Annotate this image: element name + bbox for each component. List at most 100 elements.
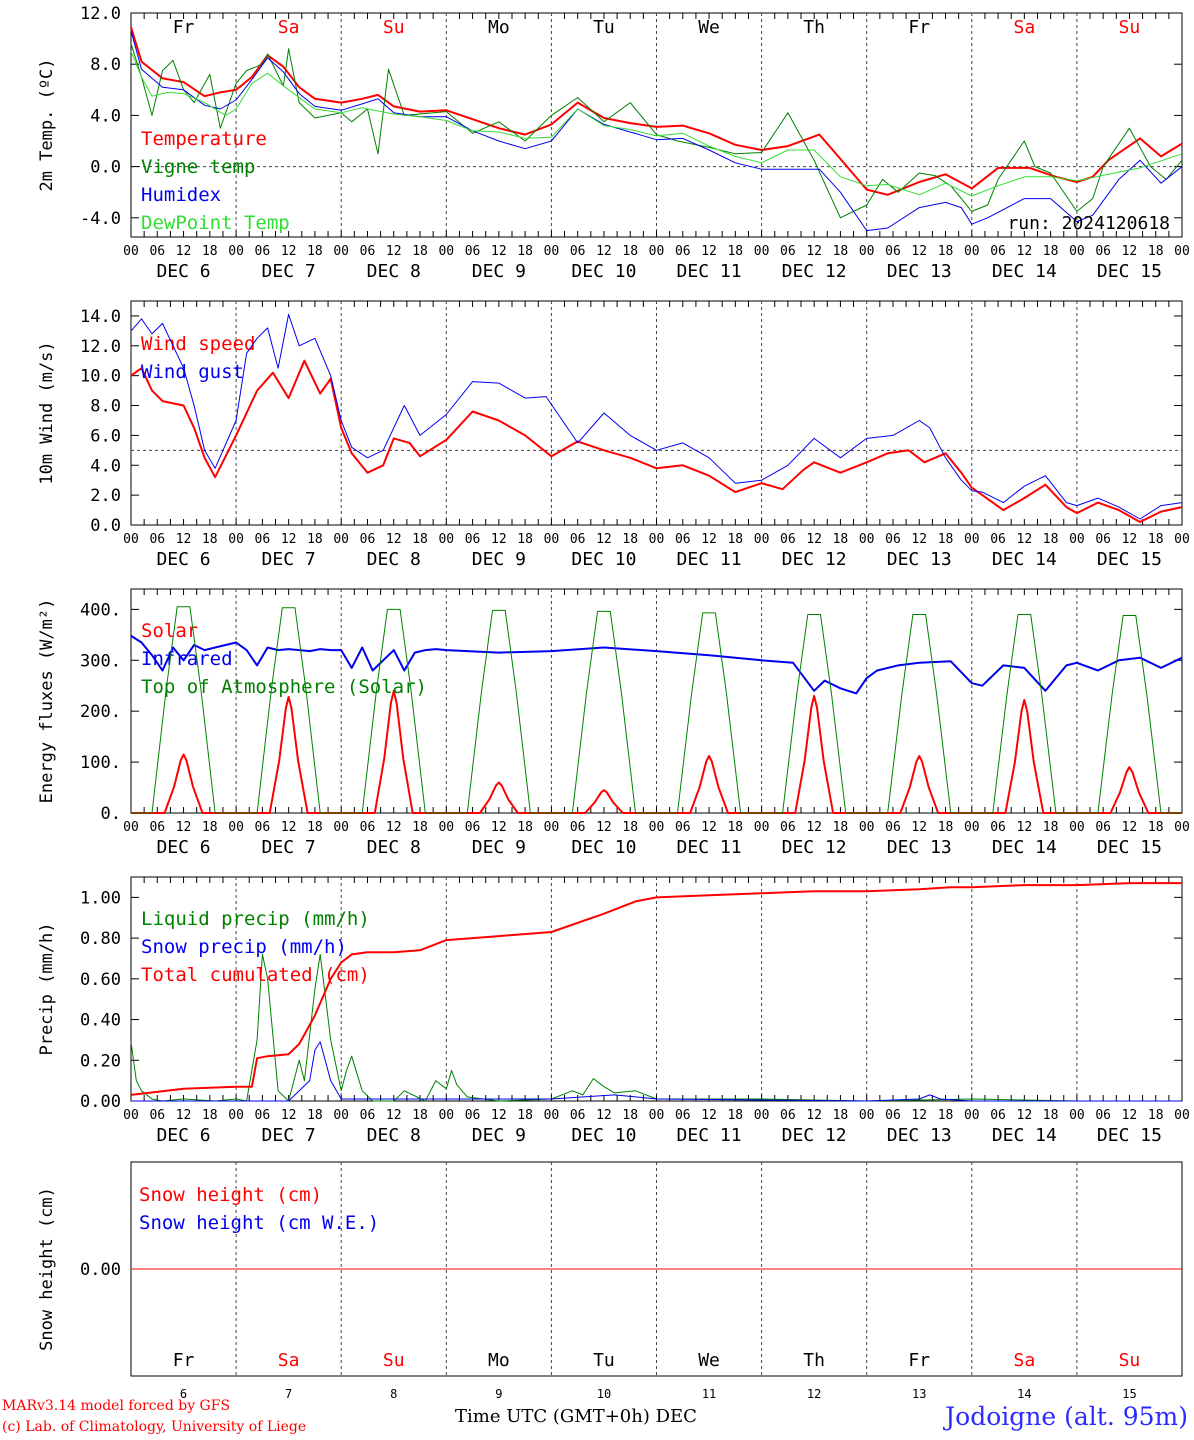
plot-frame bbox=[130, 300, 1183, 526]
hour-tick-label: 00 bbox=[859, 244, 875, 259]
hour-tick-label: 00 bbox=[544, 532, 560, 547]
y-tick-label: 0.80 bbox=[80, 929, 121, 949]
y-tick-label: 100. bbox=[80, 753, 121, 773]
y-axis-title: 10m Wind (m/s) bbox=[37, 341, 57, 484]
y-tick-label: 8.0 bbox=[90, 397, 121, 417]
series-line-2 bbox=[130, 313, 1183, 520]
date-label: DEC 15 bbox=[1097, 1125, 1162, 1146]
hour-tick-label: 06 bbox=[570, 820, 586, 835]
hour-tick-label: 12 bbox=[491, 244, 507, 259]
day-number-label: 14 bbox=[1017, 1387, 1031, 1401]
date-label: DEC 7 bbox=[262, 549, 316, 570]
date-label: DEC 12 bbox=[782, 261, 847, 282]
hour-tick-label: 06 bbox=[570, 532, 586, 547]
x-axis-month: DEC bbox=[655, 1406, 697, 1427]
y-tick-label: 0.0 bbox=[90, 516, 121, 536]
legend-entry: Vigne temp bbox=[141, 156, 255, 178]
y-tick-label: 200. bbox=[80, 702, 121, 722]
weekday-label: Sa bbox=[1014, 1350, 1036, 1371]
hour-tick-label: 12 bbox=[806, 532, 822, 547]
panel-2: 0.0 2.0 4.0 6.0 8.0 10.0 12.0 14.0 10m Wind (m/s… bbox=[37, 300, 1190, 570]
y-tick-label: 1.00 bbox=[80, 888, 121, 908]
date-label: DEC 9 bbox=[472, 1125, 526, 1146]
y-tick-label: -4.0 bbox=[80, 209, 121, 229]
hour-tick-label: 12 bbox=[911, 1108, 927, 1123]
hour-tick-label: 00 bbox=[964, 1108, 980, 1123]
hour-tick-label: 18 bbox=[938, 532, 954, 547]
hour-tick-label: 00 bbox=[649, 244, 665, 259]
weekday-label: Fr bbox=[908, 1350, 930, 1371]
hour-tick-label: 12 bbox=[176, 1108, 192, 1123]
hour-tick-label: 00 bbox=[1069, 820, 1085, 835]
hour-tick-label: 18 bbox=[1148, 820, 1164, 835]
hour-tick-label: 06 bbox=[780, 244, 796, 259]
hour-tick-label: 12 bbox=[701, 244, 717, 259]
hour-tick-label: 12 bbox=[491, 532, 507, 547]
hour-tick-label: 00 bbox=[123, 532, 139, 547]
date-label: DEC 8 bbox=[367, 261, 421, 282]
hour-tick-label: 18 bbox=[727, 244, 743, 259]
date-label: DEC 12 bbox=[782, 1125, 847, 1146]
date-label: DEC 11 bbox=[677, 549, 742, 570]
hour-tick-label: 18 bbox=[1148, 532, 1164, 547]
date-label: DEC 7 bbox=[262, 261, 316, 282]
hour-tick-label: 12 bbox=[1017, 1108, 1033, 1123]
series-line-3 bbox=[130, 30, 1183, 232]
date-label: DEC 11 bbox=[677, 261, 742, 282]
hour-tick-label: 00 bbox=[123, 820, 139, 835]
hour-tick-label: 12 bbox=[911, 820, 927, 835]
hour-tick-label: 00 bbox=[964, 532, 980, 547]
date-label: DEC 6 bbox=[156, 1125, 210, 1146]
weekday-label: Sa bbox=[278, 1350, 300, 1371]
day-number-label: 7 bbox=[285, 1387, 292, 1401]
run-annotation: run: 2024120618 bbox=[1007, 213, 1170, 234]
date-label: DEC 6 bbox=[156, 261, 210, 282]
hour-tick-label: 18 bbox=[412, 532, 428, 547]
hour-tick-label: 06 bbox=[360, 820, 376, 835]
hour-tick-label: 00 bbox=[1174, 820, 1190, 835]
hour-tick-label: 06 bbox=[255, 1108, 271, 1123]
hour-tick-label: 00 bbox=[859, 820, 875, 835]
hour-tick-label: 12 bbox=[386, 1108, 402, 1123]
hour-tick-label: 06 bbox=[780, 820, 796, 835]
hour-tick-label: 18 bbox=[1148, 1108, 1164, 1123]
legend-entry: Total cumulated (cm) bbox=[141, 964, 370, 986]
hour-tick-label: 00 bbox=[228, 820, 244, 835]
legend-entry: DewPoint Temp bbox=[141, 212, 290, 234]
hour-tick-label: 12 bbox=[1122, 1108, 1138, 1123]
station-name: Jodoigne (alt. 95m) bbox=[945, 1402, 1188, 1431]
date-label: DEC 13 bbox=[887, 549, 952, 570]
hour-tick-label: 00 bbox=[228, 1108, 244, 1123]
day-number-label: 6 bbox=[180, 1387, 187, 1401]
hour-tick-label: 00 bbox=[438, 532, 454, 547]
date-label: DEC 15 bbox=[1097, 261, 1162, 282]
hour-tick-label: 18 bbox=[202, 820, 218, 835]
hour-tick-label: 18 bbox=[307, 532, 323, 547]
day-number-label: 15 bbox=[1122, 1387, 1136, 1401]
series-line-2 bbox=[131, 1041, 1182, 1102]
weekday-label: Su bbox=[383, 1350, 405, 1371]
hour-tick-label: 18 bbox=[622, 244, 638, 259]
hour-tick-label: 00 bbox=[754, 532, 770, 547]
credit-line-1: MARv3.14 model forced by GFS bbox=[2, 1398, 231, 1414]
hour-tick-label: 18 bbox=[202, 244, 218, 259]
hour-tick-label: 00 bbox=[228, 532, 244, 547]
date-label: DEC 9 bbox=[472, 549, 526, 570]
hour-tick-label: 12 bbox=[596, 244, 612, 259]
y-tick-label: 14.0 bbox=[80, 307, 121, 327]
y-tick-label: 0.60 bbox=[80, 970, 121, 990]
hour-tick-label: 18 bbox=[517, 532, 533, 547]
hour-tick-label: 12 bbox=[1122, 244, 1138, 259]
hour-tick-label: 06 bbox=[1095, 532, 1111, 547]
hour-tick-label: 06 bbox=[570, 1108, 586, 1123]
hour-tick-label: 06 bbox=[465, 820, 481, 835]
date-label: DEC 8 bbox=[367, 837, 421, 858]
hour-tick-label: 12 bbox=[176, 532, 192, 547]
y-tick-label: 4.0 bbox=[90, 106, 121, 126]
hour-tick-label: 18 bbox=[307, 244, 323, 259]
weekday-label: Fr bbox=[173, 17, 195, 38]
hour-tick-label: 12 bbox=[1017, 244, 1033, 259]
hour-tick-label: 00 bbox=[544, 820, 560, 835]
legend-entry: Top of Atmosphere (Solar) bbox=[141, 676, 427, 698]
date-label: DEC 12 bbox=[782, 549, 847, 570]
